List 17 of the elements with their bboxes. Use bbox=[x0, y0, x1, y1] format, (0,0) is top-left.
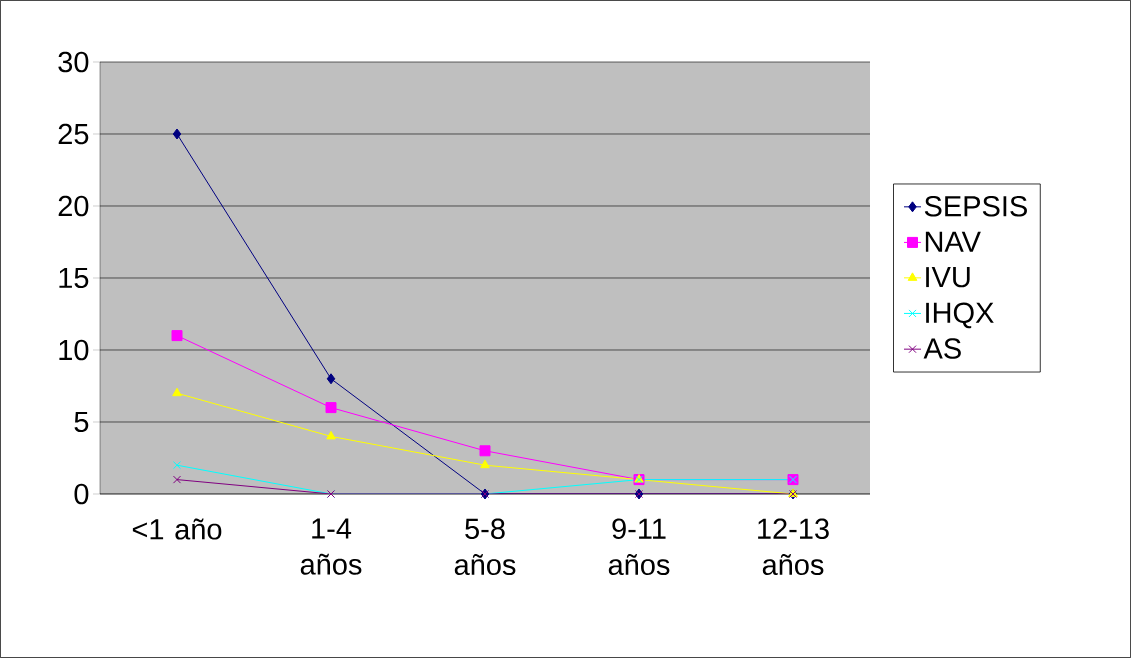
x-tick-label: 12-13 años bbox=[758, 518, 829, 576]
y-tick-label: 5 bbox=[74, 411, 89, 433]
x-tick-label: 9-11 años bbox=[608, 518, 670, 576]
legend-label: IHQX bbox=[926, 302, 994, 329]
legend-label: SEPSIS bbox=[924, 195, 1027, 217]
y-tick-label: 10 bbox=[59, 339, 89, 361]
y-tick-label: 25 bbox=[58, 123, 89, 145]
x-tick-label: 5-8 años bbox=[454, 518, 516, 576]
legend-label: AS bbox=[923, 338, 961, 359]
y-tick-label: 15 bbox=[59, 267, 89, 289]
y-tick-label: 20 bbox=[58, 195, 89, 217]
legend-label: NAV bbox=[925, 231, 981, 252]
x-tick-label: <1 año bbox=[132, 518, 222, 540]
y-tick-label: 0 bbox=[74, 483, 89, 505]
x-tick-label: 1-4 años bbox=[300, 518, 362, 575]
y-tick-label: 30 bbox=[58, 51, 89, 73]
legend-label: IVU bbox=[926, 267, 970, 288]
